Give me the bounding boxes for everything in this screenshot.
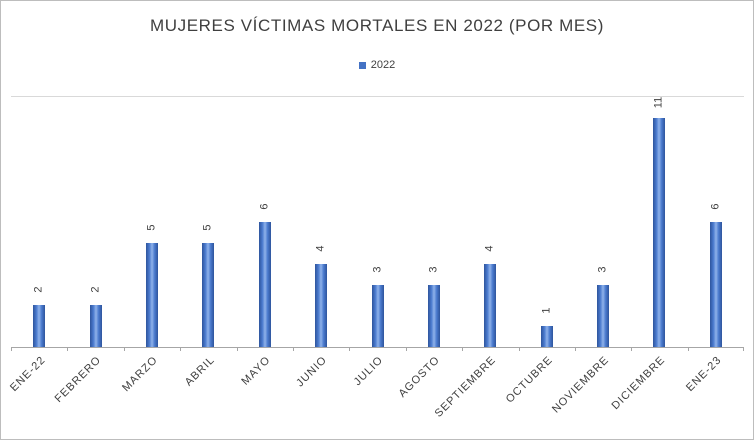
chart-title: MUJERES VÍCTIMAS MORTALES EN 2022 (POR M…	[149, 16, 605, 35]
category-label: JULIO	[351, 354, 387, 389]
category-column: 11 DICIEMBRE	[610, 96, 687, 412]
category-column: 2 ENE-22	[8, 97, 67, 394]
bar	[258, 222, 271, 347]
value-label: 4	[314, 245, 327, 252]
category-label: ENE-22	[7, 354, 48, 394]
category-label: DICIEMBRE	[609, 354, 668, 413]
value-label: 6	[258, 203, 271, 210]
value-label: 4	[483, 245, 496, 252]
bar	[33, 305, 46, 347]
category-column: 4 JUNIO	[292, 97, 349, 389]
category-label: NOVIEMBRE	[550, 354, 612, 416]
bar	[315, 263, 328, 347]
legend-series-label: 2022	[370, 59, 396, 71]
value-label: 1	[540, 307, 553, 314]
value-label: 11	[652, 96, 665, 109]
bar	[484, 263, 497, 347]
value-label: 3	[427, 265, 440, 273]
category-column: 4 SEPTIEMBRE	[433, 97, 518, 420]
category-label: FEBRERO	[53, 354, 105, 406]
legend: 2022	[1, 59, 753, 71]
category-label: MARZO	[120, 354, 161, 395]
category-column: 3 NOVIEMBRE	[550, 97, 631, 416]
category-column: 6 MAYO	[236, 97, 293, 388]
bar	[540, 326, 553, 347]
category-column: 2 FEBRERO	[53, 97, 123, 405]
value-label: 2	[89, 286, 102, 293]
bar	[145, 242, 158, 347]
value-label: 2	[32, 286, 45, 293]
category-column: 5 MARZO	[120, 97, 180, 394]
value-label: 6	[709, 203, 722, 210]
value-label: 3	[371, 265, 384, 273]
value-label: 5	[145, 224, 158, 231]
category-label: OCTUBRE	[503, 354, 556, 406]
bar	[597, 284, 610, 347]
bar	[371, 284, 384, 347]
bar	[202, 242, 215, 347]
category-label: JUNIO	[294, 354, 330, 390]
bar	[427, 284, 440, 347]
category-label: AGOSTO	[396, 354, 443, 400]
category-label: MAYO	[239, 354, 274, 388]
category-label: ENE-23	[684, 354, 725, 394]
legend-color-swatch-icon	[358, 61, 366, 69]
category-column: 3 AGOSTO	[397, 97, 462, 400]
value-label: 5	[201, 224, 214, 231]
plot-area: 2 ENE-22 2 FEBRERO 5 MARZO 5 ABRIL 6 MAYO 4 JUNIO 3 J…	[8, 96, 744, 420]
category-column: 6 ENE-23	[684, 97, 744, 394]
category-column: 1 OCTUBRE	[504, 97, 575, 406]
category-column: 5 ABRIL	[180, 97, 236, 389]
category-column: 3 JULIO	[349, 97, 405, 388]
value-label: 3	[596, 265, 609, 273]
category-label: ABRIL	[182, 354, 217, 389]
bar	[89, 305, 102, 347]
category-label: SEPTIEMBRE	[433, 354, 499, 420]
bar	[653, 117, 666, 347]
bar	[709, 222, 722, 347]
